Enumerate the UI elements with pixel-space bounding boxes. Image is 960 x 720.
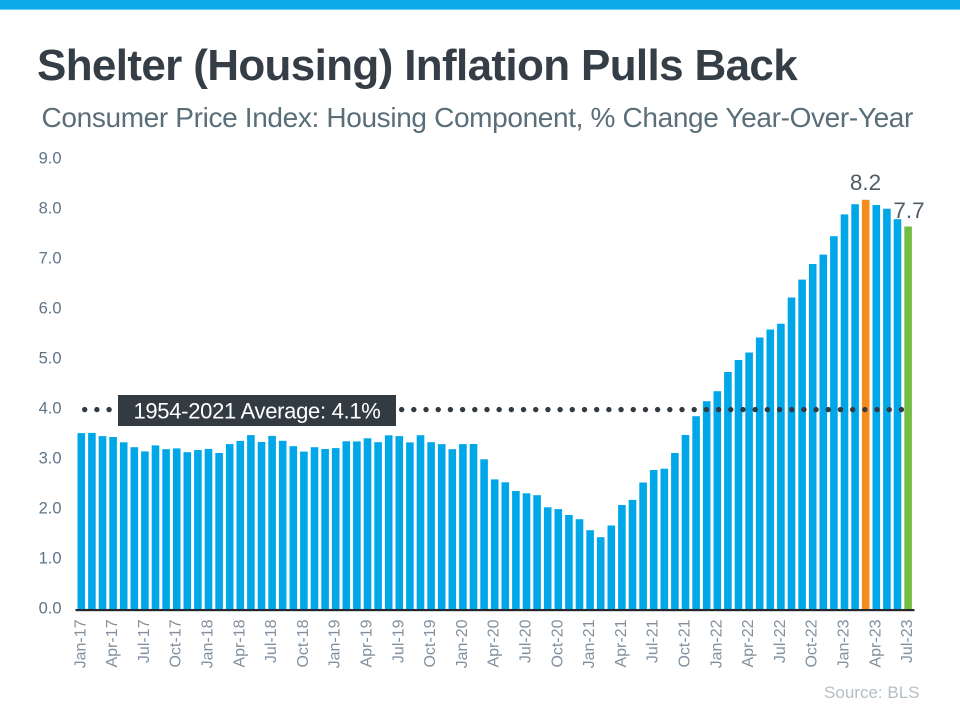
svg-text:Jul-23: Jul-23 <box>899 619 916 663</box>
svg-text:Apr-17: Apr-17 <box>104 619 121 667</box>
svg-text:0.0: 0.0 <box>39 600 62 618</box>
svg-text:1954-2021 Average: 4.1%: 1954-2021 Average: 4.1% <box>133 399 380 424</box>
svg-text:3.0: 3.0 <box>39 450 62 468</box>
svg-text:8.2: 8.2 <box>850 170 881 195</box>
svg-text:Oct-20: Oct-20 <box>549 619 566 667</box>
svg-text:Apr-23: Apr-23 <box>867 619 884 667</box>
svg-text:6.0: 6.0 <box>39 300 62 318</box>
svg-text:Jul-17: Jul-17 <box>136 619 153 663</box>
svg-text:Jan-20: Jan-20 <box>454 619 471 668</box>
svg-text:Oct-17: Oct-17 <box>168 619 185 667</box>
svg-text:7.0: 7.0 <box>39 250 62 268</box>
svg-text:Oct-18: Oct-18 <box>295 619 312 667</box>
svg-text:Apr-22: Apr-22 <box>740 619 757 667</box>
svg-text:9.0: 9.0 <box>39 150 62 168</box>
svg-text:Apr-21: Apr-21 <box>613 619 630 667</box>
svg-text:Jul-21: Jul-21 <box>645 619 662 663</box>
svg-text:Jan-22: Jan-22 <box>708 619 725 668</box>
svg-text:Apr-18: Apr-18 <box>231 619 248 667</box>
svg-text:Apr-19: Apr-19 <box>359 619 376 667</box>
svg-text:Jan-23: Jan-23 <box>836 619 853 668</box>
svg-text:2.0: 2.0 <box>39 500 62 518</box>
svg-text:4.0: 4.0 <box>39 400 62 418</box>
svg-text:Oct-21: Oct-21 <box>677 619 694 667</box>
svg-text:Jul-22: Jul-22 <box>772 619 789 663</box>
svg-text:Jul-20: Jul-20 <box>518 619 535 663</box>
svg-text:Jan-21: Jan-21 <box>581 619 598 668</box>
svg-text:Jul-18: Jul-18 <box>263 619 280 663</box>
svg-text:Oct-19: Oct-19 <box>422 619 439 667</box>
svg-text:Jan-19: Jan-19 <box>327 619 344 668</box>
svg-text:Jan-18: Jan-18 <box>200 619 217 668</box>
svg-text:Oct-22: Oct-22 <box>804 619 821 667</box>
svg-text:7.7: 7.7 <box>893 198 924 223</box>
svg-text:Jul-19: Jul-19 <box>390 619 407 663</box>
svg-text:Jan-17: Jan-17 <box>72 619 89 668</box>
svg-text:Source: BLS: Source: BLS <box>824 683 919 702</box>
svg-text:1.0: 1.0 <box>39 550 62 568</box>
svg-text:5.0: 5.0 <box>39 350 62 368</box>
svg-text:Apr-20: Apr-20 <box>486 619 503 667</box>
svg-text:8.0: 8.0 <box>39 200 62 218</box>
